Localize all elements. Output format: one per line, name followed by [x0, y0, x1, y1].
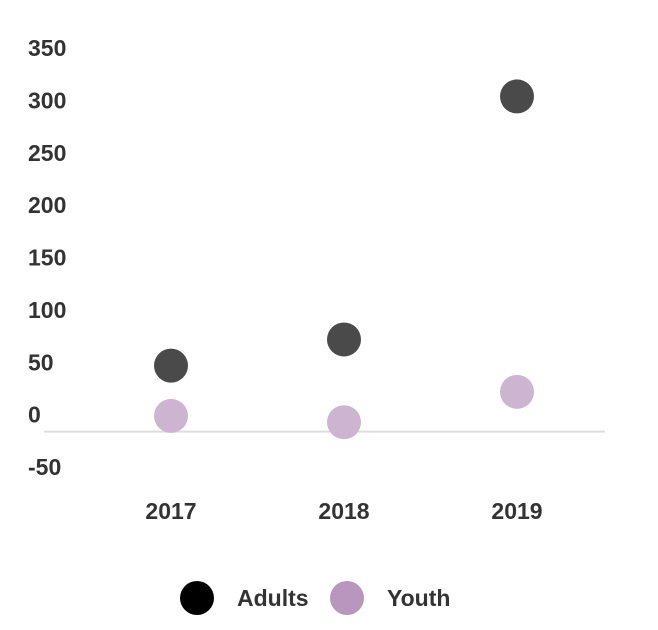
y-tick-label: 200 [28, 192, 66, 218]
y-tick-label: 350 [28, 35, 66, 61]
point-adults-2017[interactable] [154, 348, 188, 383]
data-points [154, 79, 534, 440]
point-youth-2018[interactable] [327, 405, 361, 440]
y-tick-label: 150 [28, 245, 66, 271]
y-tick-label: 50 [28, 349, 54, 375]
legend-label-youth: Youth [387, 585, 450, 611]
x-tick-label: 2018 [318, 498, 369, 524]
y-tick-label: 0 [28, 402, 41, 428]
x-axis: 2017 2018 2019 [145, 498, 542, 524]
y-tick-label: -50 [28, 454, 61, 480]
point-youth-2017[interactable] [154, 398, 188, 433]
legend[interactable]: Adults Youth [180, 581, 450, 615]
x-tick-label: 2019 [491, 498, 542, 524]
y-tick-label: 300 [28, 87, 66, 113]
point-youth-2019[interactable] [500, 374, 534, 409]
legend-label-adults: Adults [237, 585, 309, 611]
x-tick-label: 2017 [145, 498, 196, 524]
y-tick-label: 100 [28, 297, 66, 323]
legend-swatch-youth [330, 581, 364, 615]
legend-item-youth[interactable]: Youth [330, 581, 450, 615]
point-adults-2018[interactable] [327, 322, 361, 357]
point-adults-2019[interactable] [500, 79, 534, 114]
y-tick-label: 250 [28, 140, 66, 166]
legend-swatch-adults [180, 581, 214, 615]
legend-item-adults[interactable]: Adults [180, 581, 309, 615]
y-axis: 350 300 250 200 150 100 50 0 -50 [28, 35, 66, 480]
